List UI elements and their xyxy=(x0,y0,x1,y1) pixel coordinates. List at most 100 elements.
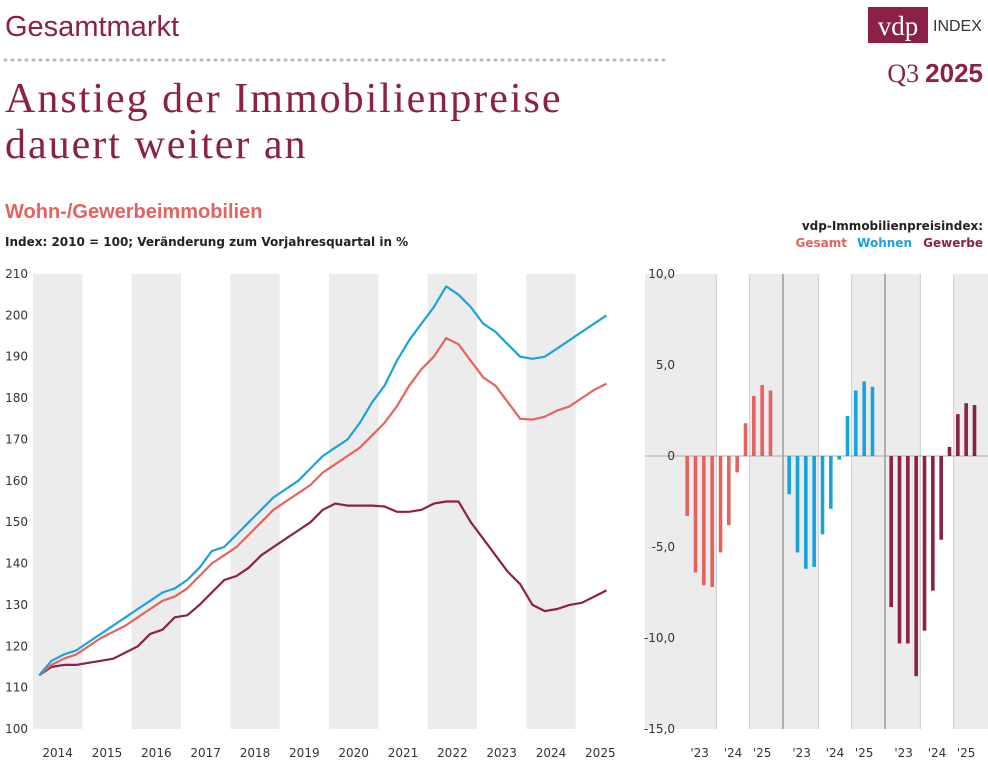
bar xyxy=(795,456,800,553)
x-tick-label: 2022 xyxy=(437,746,468,760)
x-tick-label: '24 xyxy=(928,746,947,760)
x-tick-label: 2021 xyxy=(388,746,419,760)
year-band xyxy=(851,274,887,729)
y-tick-label: 0 xyxy=(667,449,675,463)
x-tick-label: 2020 xyxy=(338,746,369,760)
x-tick-label: '25 xyxy=(753,746,772,760)
bar xyxy=(837,456,841,460)
x-tick-label: '23 xyxy=(894,746,913,760)
legend-entry: Gesamt xyxy=(796,236,848,250)
bar xyxy=(972,405,977,456)
x-tick-label: '25 xyxy=(855,746,874,760)
quarter: Q3 xyxy=(887,59,919,88)
bar xyxy=(743,423,748,456)
charts: 2014 2015 2016 2017 2018 2019 2020 2021 2022 2023… xyxy=(5,236,988,760)
y-tick-label: 180 xyxy=(5,391,28,405)
legend-entry: Wohnen xyxy=(857,236,912,250)
x-tick-label: 2019 xyxy=(289,746,320,760)
x-tick-label: '24 xyxy=(826,746,845,760)
year-band xyxy=(230,274,280,729)
bar xyxy=(760,385,764,456)
x-tick-label: '24 xyxy=(724,746,743,760)
x-tick-label: 2017 xyxy=(190,746,221,760)
y-tick-label: 190 xyxy=(5,350,28,364)
bar xyxy=(845,415,850,456)
y-tick-label: 10,0 xyxy=(648,267,675,281)
x-tick-label: 2014 xyxy=(42,746,73,760)
x-tick-label: 2024 xyxy=(536,746,567,760)
y-tick-label: -5,0 xyxy=(652,540,675,554)
bar xyxy=(939,456,943,540)
chart-subtitle: Index: 2010 = 100; Veränderung zum Vorja… xyxy=(5,235,408,249)
bar xyxy=(897,456,902,644)
year-band xyxy=(329,274,379,729)
bar xyxy=(931,456,935,591)
year-band xyxy=(953,274,988,729)
logo-box xyxy=(868,7,928,43)
y-tick-label: -10,0 xyxy=(644,631,675,645)
bar xyxy=(768,390,773,456)
section-title: Gesamtmarkt xyxy=(5,11,179,43)
series-line xyxy=(38,500,607,677)
y-tick-label: 160 xyxy=(5,474,28,488)
series-line xyxy=(38,337,607,677)
y-tick-label: 170 xyxy=(5,432,28,446)
bar xyxy=(947,446,952,456)
y-tick-label: 150 xyxy=(5,515,28,529)
bar xyxy=(812,456,816,568)
bar xyxy=(735,456,739,473)
bar xyxy=(685,456,689,517)
year-band xyxy=(33,274,83,729)
bar xyxy=(854,390,858,456)
bar xyxy=(804,456,808,569)
y-tick-label: 200 xyxy=(5,308,28,322)
legend-entry: Gewerbe xyxy=(923,236,983,250)
bar xyxy=(718,456,723,553)
chart-title: Wohn-/Gewerbeimmobilien xyxy=(5,201,262,223)
bar xyxy=(710,456,714,588)
bar xyxy=(862,381,866,456)
y-tick-label: 210 xyxy=(5,267,28,281)
y-tick-label: 100 xyxy=(5,722,28,736)
bar xyxy=(752,395,756,456)
x-tick-label: '25 xyxy=(957,746,976,760)
bar xyxy=(702,456,706,586)
headline: dauert weiter an xyxy=(5,122,308,168)
x-tick-label: 2015 xyxy=(92,746,123,760)
x-tick-label: 2023 xyxy=(486,746,517,760)
x-tick-label: '23 xyxy=(792,746,811,760)
bar xyxy=(870,386,875,456)
x-tick-label: 2025 xyxy=(585,746,616,760)
bar xyxy=(829,456,833,509)
bar xyxy=(820,456,825,535)
y-tick-label: 110 xyxy=(5,681,28,695)
bar xyxy=(889,456,893,608)
period: Q3 2025 xyxy=(887,58,983,88)
logo: vdp xyxy=(878,11,919,41)
year-band xyxy=(131,274,181,729)
y-tick-label: 130 xyxy=(5,598,28,612)
year-band xyxy=(526,274,576,729)
logo-suffix: INDEX xyxy=(933,18,982,35)
bar xyxy=(787,456,791,495)
bar xyxy=(956,414,960,456)
y-tick-label: -15,0 xyxy=(644,722,675,736)
bar xyxy=(964,403,968,456)
bar xyxy=(727,456,731,526)
legend-title: vdp-Immobilienpreisindex: xyxy=(802,219,983,233)
bar xyxy=(922,456,927,631)
year-band xyxy=(749,274,785,729)
y-tick-label: 120 xyxy=(5,639,28,653)
bar xyxy=(906,456,910,644)
y-tick-label: 140 xyxy=(5,557,28,571)
bar xyxy=(693,456,698,573)
year: 2025 xyxy=(925,58,983,88)
y-tick-label: 5,0 xyxy=(656,358,675,372)
x-tick-label: 2016 xyxy=(141,746,172,760)
x-tick-label: 2018 xyxy=(240,746,271,760)
series-line xyxy=(38,285,608,676)
bar xyxy=(914,456,918,677)
x-tick-label: '23 xyxy=(690,746,709,760)
headline: Anstieg der Immobilienpreise xyxy=(5,76,563,122)
